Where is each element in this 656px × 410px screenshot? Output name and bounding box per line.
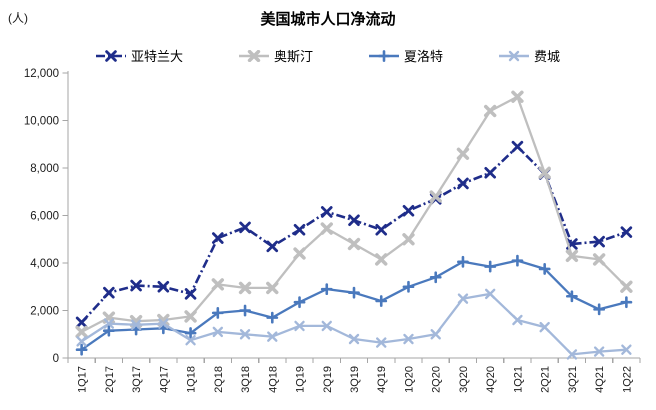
x-axis-ticks: 1Q17 2Q17 3Q17 4Q17 1Q18 2Q18 3Q18 4Q18 1Q19 2Q19… — [67, 358, 641, 393]
x-tick-label: 4Q18 — [267, 366, 279, 393]
x-tick-label: 3Q17 — [131, 366, 143, 393]
x-tick-label: 1Q20 — [403, 366, 415, 393]
legend-item-charlotte: 夏洛特 — [369, 46, 443, 65]
x-tick-label: 2Q18 — [213, 366, 225, 393]
x-tick-label: 4Q20 — [485, 366, 497, 393]
y-tick-label: 0 — [53, 353, 59, 365]
x-tick-label: 2Q20 — [431, 366, 443, 393]
x-tick-label: 1Q17 — [77, 366, 89, 393]
y-tick-label: 8,000 — [30, 163, 59, 175]
x-tick-label: 1Q22 — [621, 366, 633, 393]
x-tick-label: 3Q20 — [458, 366, 470, 393]
x-tick-label: 2Q19 — [322, 366, 334, 393]
atlanta-legend-marker-icon — [95, 49, 126, 62]
x-tick-label: 1Q18 — [186, 366, 198, 393]
legend-label: 夏洛特 — [404, 49, 444, 64]
x-tick-label: 1Q19 — [295, 366, 307, 393]
y-tick-label: 10,000 — [24, 116, 59, 128]
series-atlanta — [75, 140, 633, 329]
x-tick-label: 3Q18 — [240, 366, 252, 393]
axes — [67, 71, 640, 359]
series-philadelphia — [76, 288, 632, 360]
x-tick-label: 3Q19 — [349, 366, 361, 393]
x-tick-label: 4Q17 — [158, 366, 170, 393]
legend-item-austin: 奥斯汀 — [238, 46, 313, 65]
series-austin — [75, 90, 633, 339]
y-axis-ticks: 0 2,000 4,000 6,000 8,000 10,000 12,000 — [24, 68, 68, 365]
legend-label: 奥斯汀 — [273, 49, 313, 64]
y-axis-unit-label: (人) — [8, 11, 28, 25]
x-tick-label: 1Q21 — [512, 366, 524, 393]
chart-title: 美国城市人口净流动 — [260, 11, 396, 28]
austin-legend-marker-icon — [238, 49, 269, 62]
y-tick-label: 12,000 — [24, 68, 59, 80]
y-tick-label: 6,000 — [30, 211, 59, 223]
x-tick-label: 4Q21 — [594, 366, 606, 393]
philadelphia-legend-marker-icon — [499, 50, 530, 61]
legend-item-philadelphia: 费城 — [499, 46, 560, 65]
x-tick-label: 2Q21 — [540, 366, 552, 393]
legend-item-atlanta: 亚特兰大 — [95, 46, 183, 65]
legend: 亚特兰大 奥斯汀 夏洛特 费城 — [0, 46, 656, 65]
y-tick-label: 4,000 — [30, 258, 59, 270]
x-tick-label: 4Q19 — [376, 366, 388, 393]
x-tick-label: 2Q17 — [104, 366, 116, 393]
legend-label: 亚特兰大 — [130, 49, 183, 64]
x-tick-label: 3Q21 — [567, 366, 579, 393]
y-tick-label: 2,000 — [30, 306, 59, 318]
legend-label: 费城 — [534, 49, 561, 64]
charlotte-legend-marker-icon — [369, 49, 399, 62]
